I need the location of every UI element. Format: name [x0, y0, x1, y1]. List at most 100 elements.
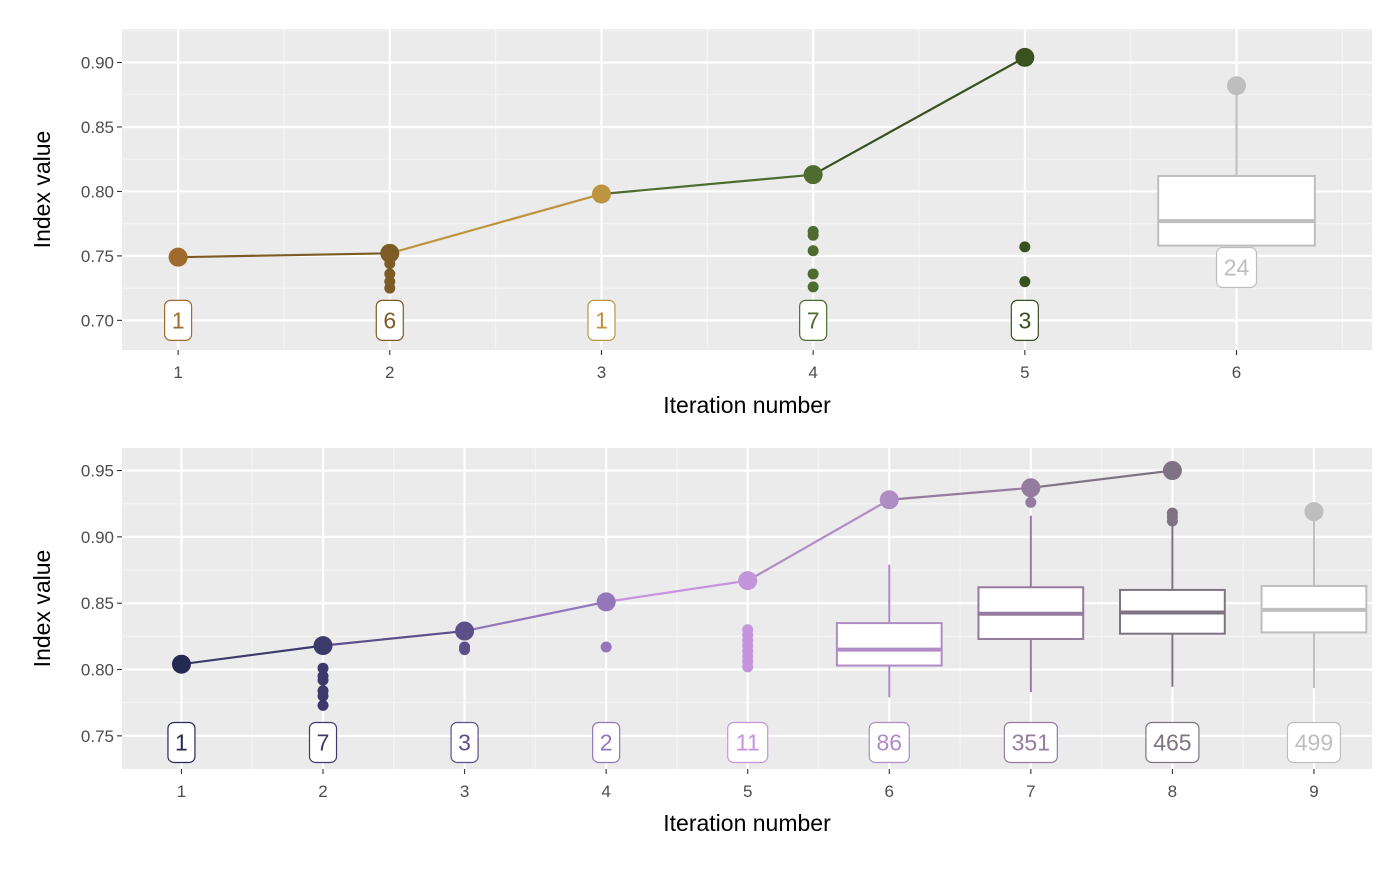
panel-bottom: 0.75 0.80 0.85 0.90 0.95 1 2 3 4 5 6 7 8 9 Iteration n… [29, 448, 1372, 836]
bottom-best-path-segment [181, 644, 324, 666]
bottom-y-tick-label: 0.75 [81, 727, 114, 746]
top-count-label-box [375, 299, 404, 341]
top-count-label-box [1010, 299, 1039, 341]
bottom-y-axis-title: Index value [29, 550, 55, 668]
bottom-best-point [455, 621, 475, 641]
bottom-best-path-segment [605, 579, 748, 603]
bottom-count-label-box [1003, 721, 1058, 764]
top-x-axis-title: Iteration number [663, 392, 831, 418]
bottom-count-label: 3 [458, 729, 471, 755]
top-count-label: 24 [1224, 254, 1250, 280]
bottom-count-label: 465 [1153, 729, 1191, 755]
top-best-point [803, 165, 823, 185]
top-best-point [168, 247, 188, 267]
bottom-count-label-box [592, 721, 621, 764]
top-count-label-box [1215, 246, 1258, 289]
top-best-path-segment [178, 252, 390, 259]
top-x-tick-label: 5 [1020, 363, 1029, 382]
bottom-count-label: 1 [175, 729, 188, 755]
bottom-candidate-point [317, 662, 329, 674]
top-candidate-point [807, 268, 819, 280]
bottom-x-tick-label: 8 [1168, 782, 1177, 801]
top-best-path-segment [812, 56, 1026, 176]
bottom-candidate-point [317, 699, 329, 711]
top-y-tick-label: 0.70 [81, 311, 114, 330]
bottom-best-point [596, 592, 616, 612]
bottom-x-tick-label: 1 [177, 782, 186, 801]
top-count-label: 3 [1018, 307, 1031, 333]
top-count-label: 7 [807, 307, 820, 333]
top-candidate-point [384, 282, 396, 294]
bottom-y-tick-label: 0.85 [81, 594, 114, 613]
bottom-count-label-box [167, 721, 196, 764]
top-candidate-point [384, 268, 396, 280]
bottom-x-tick-label: 4 [601, 782, 610, 801]
bottom-candidate-point [459, 644, 471, 656]
bottom-count-label: 2 [600, 729, 613, 755]
bottom-candidate-point [742, 661, 754, 673]
bottom-box-outlier [1166, 515, 1178, 527]
top-final-best-point [1227, 76, 1247, 96]
bottom-best-point [1021, 478, 1041, 498]
top-candidate-point [1019, 276, 1031, 288]
bottom-best-path-segment [1030, 469, 1173, 489]
bottom-x-tick-label: 3 [460, 782, 469, 801]
bottom-x-tick-label: 6 [885, 782, 894, 801]
panel-top: 0.70 0.75 0.80 0.85 0.90 1 2 3 4 5 6 Iteration numb… [29, 29, 1372, 418]
bottom-count-label: 11 [736, 729, 760, 755]
top-y-tick-label: 0.90 [81, 54, 114, 73]
bottom-count-label: 351 [1012, 729, 1050, 755]
top-x-tick-label: 1 [173, 363, 182, 382]
bottom-y-tick-label: 0.95 [81, 462, 114, 481]
bottom-count-label: 7 [317, 729, 330, 755]
top-count-label-box [587, 299, 616, 341]
bottom-count-label-box [308, 721, 338, 764]
bottom-candidate-point [317, 674, 329, 686]
bottom-best-path-segment [464, 600, 607, 633]
bottom-count-label-box [1286, 721, 1342, 764]
top-count-label-box [163, 299, 193, 341]
bottom-candidate-point [600, 641, 612, 653]
bottom-x-tick-label: 5 [743, 782, 752, 801]
top-y-tick-label: 0.75 [81, 247, 114, 266]
bottom-x-tick-label: 7 [1026, 782, 1035, 801]
bottom-x-axis-title: Iteration number [663, 810, 831, 836]
bottom-best-path-segment [322, 629, 465, 647]
top-best-path-segment [389, 192, 602, 255]
bottom-count-label-box [450, 721, 479, 764]
top-best-point [591, 184, 611, 204]
top-candidate-point [807, 229, 819, 241]
bottom-best-path-segment [747, 498, 890, 582]
top-x-tick-label: 3 [597, 363, 606, 382]
top-count-label-box [799, 299, 828, 341]
top-x-tick-label: 6 [1232, 363, 1241, 382]
top-y-tick-label: 0.80 [81, 182, 114, 201]
bottom-final-best-point [1304, 502, 1324, 522]
top-candidate-point [1019, 241, 1031, 253]
bottom-best-point [738, 571, 758, 591]
top-y-axis-title: Index value [29, 131, 55, 249]
bottom-y-tick-label: 0.90 [81, 528, 114, 547]
bottom-best-point [171, 654, 191, 674]
bottom-box-outlier [1025, 496, 1037, 508]
bottom-count-label-box [1145, 721, 1200, 764]
bottom-count-label: 499 [1295, 729, 1333, 755]
top-best-point [1015, 47, 1035, 67]
top-best-point [380, 243, 400, 263]
top-candidate-point [807, 281, 819, 293]
bottom-best-path-segment [889, 486, 1031, 501]
top-y-tick-label: 0.85 [81, 118, 114, 137]
top-count-label: 1 [172, 307, 185, 333]
top-count-label: 6 [383, 307, 396, 333]
bottom-count-label-box [727, 721, 769, 764]
bottom-y-tick-label: 0.80 [81, 661, 114, 680]
top-count-label: 1 [595, 307, 608, 333]
top-x-tick-label: 2 [385, 363, 394, 382]
bottom-x-tick-label: 2 [318, 782, 327, 801]
bottom-best-point [313, 636, 333, 656]
top-best-path-segment [601, 173, 814, 196]
bottom-count-label: 86 [876, 729, 902, 755]
bottom-best-point [1162, 461, 1182, 481]
